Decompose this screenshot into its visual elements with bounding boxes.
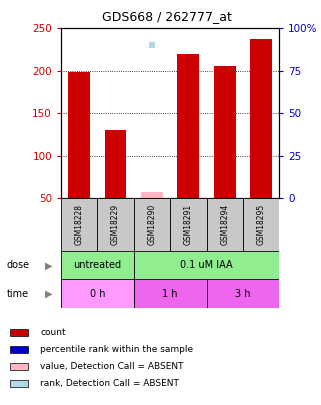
- Text: count: count: [40, 328, 66, 337]
- Bar: [10, 346, 28, 353]
- Text: 0 h: 0 h: [90, 289, 105, 298]
- Text: GSM18291: GSM18291: [184, 204, 193, 245]
- Bar: [10, 329, 28, 336]
- Bar: [134, 198, 170, 251]
- Bar: [68, 72, 90, 198]
- Text: GSM18229: GSM18229: [111, 204, 120, 245]
- Text: GSM18228: GSM18228: [75, 204, 84, 245]
- Bar: [170, 198, 206, 251]
- Bar: [141, 192, 163, 198]
- Text: percentile rank within the sample: percentile rank within the sample: [40, 345, 194, 354]
- Text: untreated: untreated: [73, 260, 121, 270]
- Text: ▶: ▶: [45, 260, 52, 270]
- Bar: [214, 66, 236, 198]
- Text: 3 h: 3 h: [235, 289, 251, 298]
- Bar: [243, 198, 279, 251]
- Bar: [105, 130, 126, 198]
- Text: time: time: [6, 289, 29, 298]
- Text: ▶: ▶: [45, 289, 52, 298]
- Bar: [250, 39, 272, 198]
- Bar: [178, 54, 199, 198]
- Bar: [206, 198, 243, 251]
- Text: 1 h: 1 h: [162, 289, 178, 298]
- Bar: [61, 279, 134, 308]
- Bar: [10, 380, 28, 387]
- Bar: [61, 198, 97, 251]
- Text: value, Detection Call = ABSENT: value, Detection Call = ABSENT: [40, 362, 184, 371]
- Text: GDS668 / 262777_at: GDS668 / 262777_at: [102, 10, 232, 23]
- Bar: [134, 279, 206, 308]
- Text: 0.1 uM IAA: 0.1 uM IAA: [180, 260, 233, 270]
- Text: rank, Detection Call = ABSENT: rank, Detection Call = ABSENT: [40, 379, 179, 388]
- Text: GSM18295: GSM18295: [256, 204, 265, 245]
- Text: dose: dose: [6, 260, 30, 270]
- Text: GSM18290: GSM18290: [147, 204, 156, 245]
- Bar: [10, 363, 28, 370]
- Bar: [61, 251, 134, 279]
- Bar: [206, 279, 279, 308]
- Bar: [134, 251, 279, 279]
- Text: GSM18294: GSM18294: [220, 204, 229, 245]
- Bar: [97, 198, 134, 251]
